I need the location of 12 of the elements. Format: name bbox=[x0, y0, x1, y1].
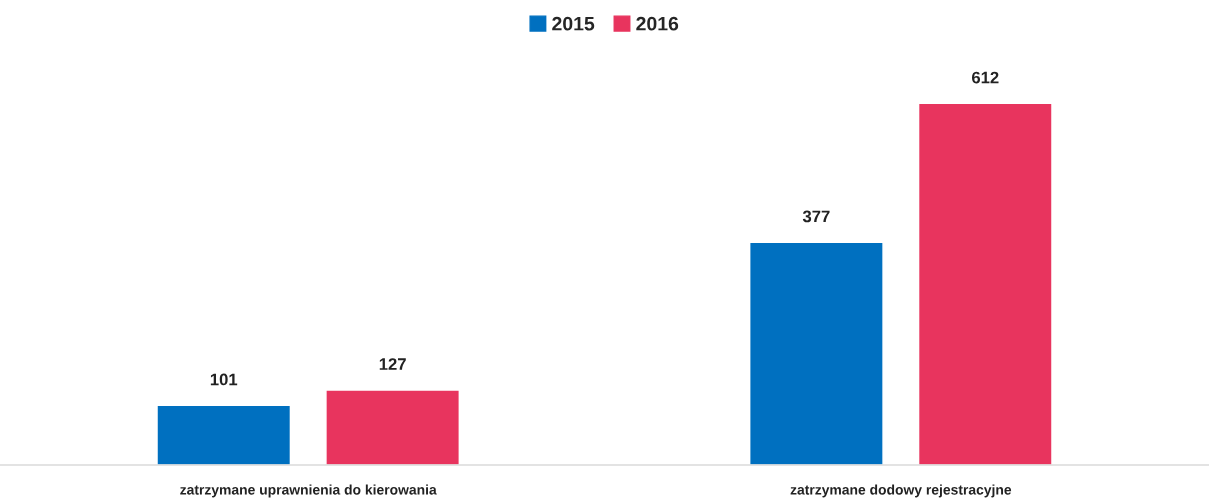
bar bbox=[325, 389, 460, 465]
data-label: 127 bbox=[379, 358, 406, 370]
data-label: 377 bbox=[802, 210, 830, 223]
data-label: 101 bbox=[210, 373, 238, 386]
legend-label: 2016 bbox=[636, 16, 679, 31]
bar bbox=[749, 241, 884, 465]
bar bbox=[156, 404, 292, 465]
legend-label: 2015 bbox=[552, 16, 595, 31]
data-label: 612 bbox=[971, 71, 999, 84]
bar bbox=[917, 102, 1053, 465]
x-tick-label: zatrzymane dodowy rejestracyjne bbox=[790, 484, 1012, 498]
x-tick-label: zatrzymane uprawnienia do kierowania bbox=[180, 484, 437, 498]
